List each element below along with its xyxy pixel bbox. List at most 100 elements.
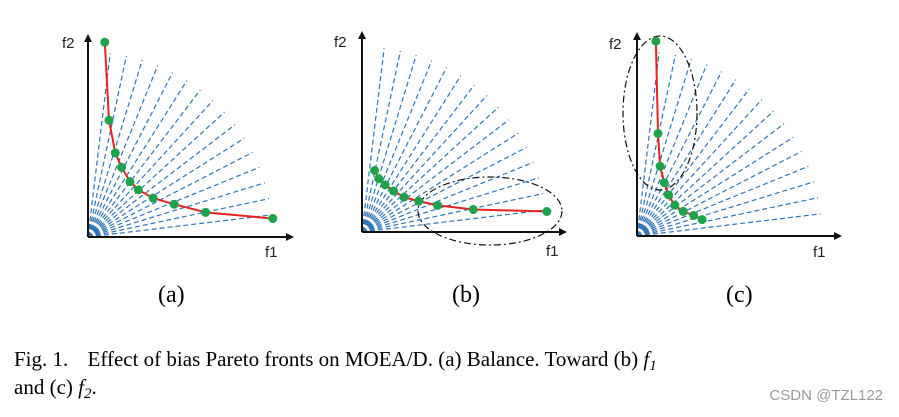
pareto-points-b bbox=[370, 166, 552, 216]
pareto-front-line-a bbox=[103, 42, 273, 220]
reference-vector bbox=[361, 119, 510, 233]
pareto-point bbox=[653, 129, 663, 138]
pareto-point bbox=[399, 192, 409, 202]
pareto-point bbox=[117, 162, 127, 172]
panel-c: f1 f2 (c) bbox=[609, 32, 842, 308]
pareto-point bbox=[380, 180, 390, 190]
reference-vector bbox=[636, 136, 794, 237]
reference-vector bbox=[636, 52, 660, 237]
caption-text: Effect of bias Pareto fronts on MOEA/D. … bbox=[87, 347, 639, 371]
pareto-points-c bbox=[651, 36, 707, 225]
x-axis-label-b: f1 bbox=[546, 243, 559, 260]
caption-and-c: and (c) bbox=[14, 375, 73, 399]
caption-var2: f bbox=[78, 375, 84, 399]
reference-vector bbox=[361, 75, 462, 233]
pareto-point bbox=[542, 207, 552, 216]
reference-vectors-c bbox=[636, 52, 821, 237]
reference-vector bbox=[636, 150, 802, 237]
pareto-point bbox=[659, 178, 669, 188]
pareto-point bbox=[697, 215, 707, 225]
bias-region-ellipse-c bbox=[622, 35, 698, 191]
reference-vector bbox=[87, 111, 225, 238]
reference-vector bbox=[361, 48, 385, 233]
reference-vector bbox=[636, 71, 723, 237]
panel-b: f1 f2 (b) bbox=[334, 31, 567, 308]
pareto-front-line-b bbox=[373, 170, 547, 213]
reference-vectors-b bbox=[361, 48, 546, 233]
pareto-point bbox=[110, 148, 120, 158]
caption-var1: f bbox=[643, 347, 650, 371]
caption-var1-sub: 1 bbox=[649, 358, 657, 374]
reference-vector bbox=[87, 55, 127, 238]
pareto-front-line-c bbox=[654, 41, 703, 221]
reference-vector bbox=[361, 132, 519, 233]
reference-vector bbox=[361, 95, 488, 233]
reference-vector bbox=[636, 197, 819, 237]
pareto-point bbox=[414, 196, 424, 206]
pareto-point bbox=[664, 190, 673, 200]
bias-region-ellipse-b bbox=[417, 176, 563, 246]
reference-vector bbox=[636, 54, 676, 237]
y-axis-label-a: f2 bbox=[62, 35, 75, 52]
reference-vector bbox=[87, 72, 174, 238]
pareto-point bbox=[133, 185, 143, 195]
reference-vector bbox=[361, 209, 546, 233]
pareto-point bbox=[374, 174, 384, 184]
reference-vector bbox=[636, 213, 821, 237]
pareto-point bbox=[148, 193, 158, 203]
pareto-point bbox=[678, 206, 688, 216]
x-axis-label-c: f1 bbox=[813, 244, 826, 261]
reference-vector bbox=[361, 193, 544, 233]
pareto-point bbox=[100, 37, 110, 47]
reference-vector bbox=[361, 177, 540, 233]
y-axis-label-c: f2 bbox=[609, 36, 622, 53]
pareto-point bbox=[370, 166, 380, 175]
reference-vector bbox=[87, 198, 270, 238]
y-axis-label-b: f2 bbox=[334, 34, 347, 51]
reference-vector bbox=[361, 106, 499, 233]
pareto-point bbox=[651, 36, 661, 46]
reference-vector bbox=[361, 54, 417, 233]
reference-vector bbox=[636, 64, 708, 237]
reference-vector bbox=[636, 181, 815, 237]
reference-vector bbox=[361, 67, 448, 233]
pareto-point bbox=[433, 200, 443, 210]
caption-var-f1: f1 bbox=[643, 347, 657, 374]
reference-vector bbox=[87, 80, 188, 238]
reference-vector bbox=[636, 123, 785, 237]
pareto-point bbox=[201, 207, 211, 217]
pareto-points-a bbox=[100, 37, 278, 224]
panel-a: f1 f2 (a) bbox=[62, 34, 294, 308]
figure: f1 f2 (a) f1 f2 (b) f1 f2 (c) bbox=[62, 31, 842, 308]
reference-vector bbox=[87, 65, 159, 238]
reference-vector bbox=[87, 89, 201, 238]
reference-vector bbox=[87, 214, 272, 238]
figure-caption: Fig. 1. Effect of bias Pareto fronts on … bbox=[14, 345, 894, 402]
caption-var-f2: f2 bbox=[78, 375, 92, 402]
reference-vectors-a bbox=[87, 53, 272, 238]
pareto-point bbox=[670, 200, 680, 210]
pareto-point bbox=[655, 161, 665, 171]
pareto-point bbox=[104, 115, 114, 125]
pareto-point bbox=[125, 177, 135, 187]
pareto-point bbox=[169, 199, 179, 209]
caption-var2-sub: 2 bbox=[83, 386, 92, 402]
reference-vector bbox=[636, 58, 692, 237]
reference-vector bbox=[636, 79, 737, 237]
pareto-point bbox=[389, 186, 398, 196]
panel-label-a: (a) bbox=[158, 282, 185, 308]
reference-vector bbox=[636, 99, 763, 237]
x-axis-label-a: f1 bbox=[265, 244, 278, 261]
caption-number: Fig. 1. bbox=[14, 347, 69, 371]
reference-vector bbox=[87, 151, 253, 238]
reference-vector bbox=[636, 88, 750, 237]
reference-vector bbox=[636, 165, 809, 237]
panel-label-b: (b) bbox=[452, 282, 480, 308]
pareto-point bbox=[689, 211, 699, 220]
reference-vector bbox=[87, 124, 236, 238]
reference-vector bbox=[361, 50, 401, 233]
reference-vector bbox=[87, 100, 214, 238]
reference-vector bbox=[87, 137, 245, 238]
reference-vector bbox=[361, 84, 475, 233]
pareto-point bbox=[268, 214, 278, 224]
